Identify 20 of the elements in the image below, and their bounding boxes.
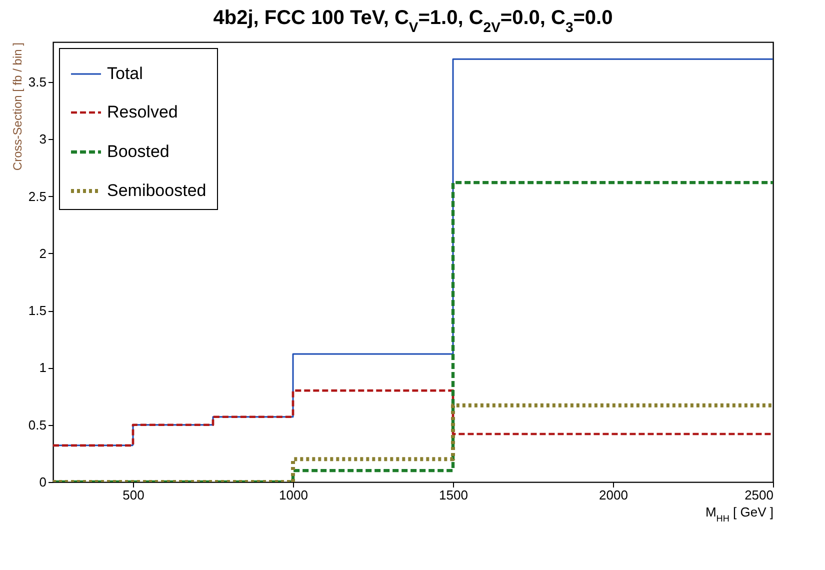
y-tick-label: 1.5 bbox=[28, 303, 46, 318]
y-tick-label: 2.5 bbox=[28, 188, 46, 204]
chart-title: 4b2j, FCC 100 TeV, C$_{V}$=1.0, C$_{2V}$=0.0, C$_{3}$=0.0 bbox=[213, 7, 613, 35]
y-tick-label: 3 bbox=[39, 132, 46, 147]
legend-label: Boosted bbox=[107, 142, 170, 161]
x-tick-label: 1000 bbox=[279, 488, 308, 502]
x-tick-label: 500 bbox=[122, 488, 144, 502]
y-axis-title: Cross-Section [ fb / bin ] bbox=[10, 42, 24, 171]
legend-label: Resolved bbox=[107, 102, 178, 122]
x-tick-label: 2500 bbox=[744, 488, 774, 502]
legend-label: Semiboosted bbox=[107, 181, 206, 200]
y-tick-label: 0.5 bbox=[28, 417, 46, 432]
y-tick-label: 1 bbox=[39, 360, 46, 376]
x-tick-label: 2000 bbox=[599, 488, 628, 502]
y-tick-label: 2 bbox=[39, 246, 46, 261]
x-axis-title: M$_{HH}$ [ GeV ] bbox=[705, 504, 774, 524]
y-tick-label: 0 bbox=[39, 474, 46, 490]
legend-label: Total bbox=[107, 64, 143, 83]
y-tick-label: 3.5 bbox=[28, 74, 46, 90]
x-tick-label: 1500 bbox=[439, 488, 468, 502]
